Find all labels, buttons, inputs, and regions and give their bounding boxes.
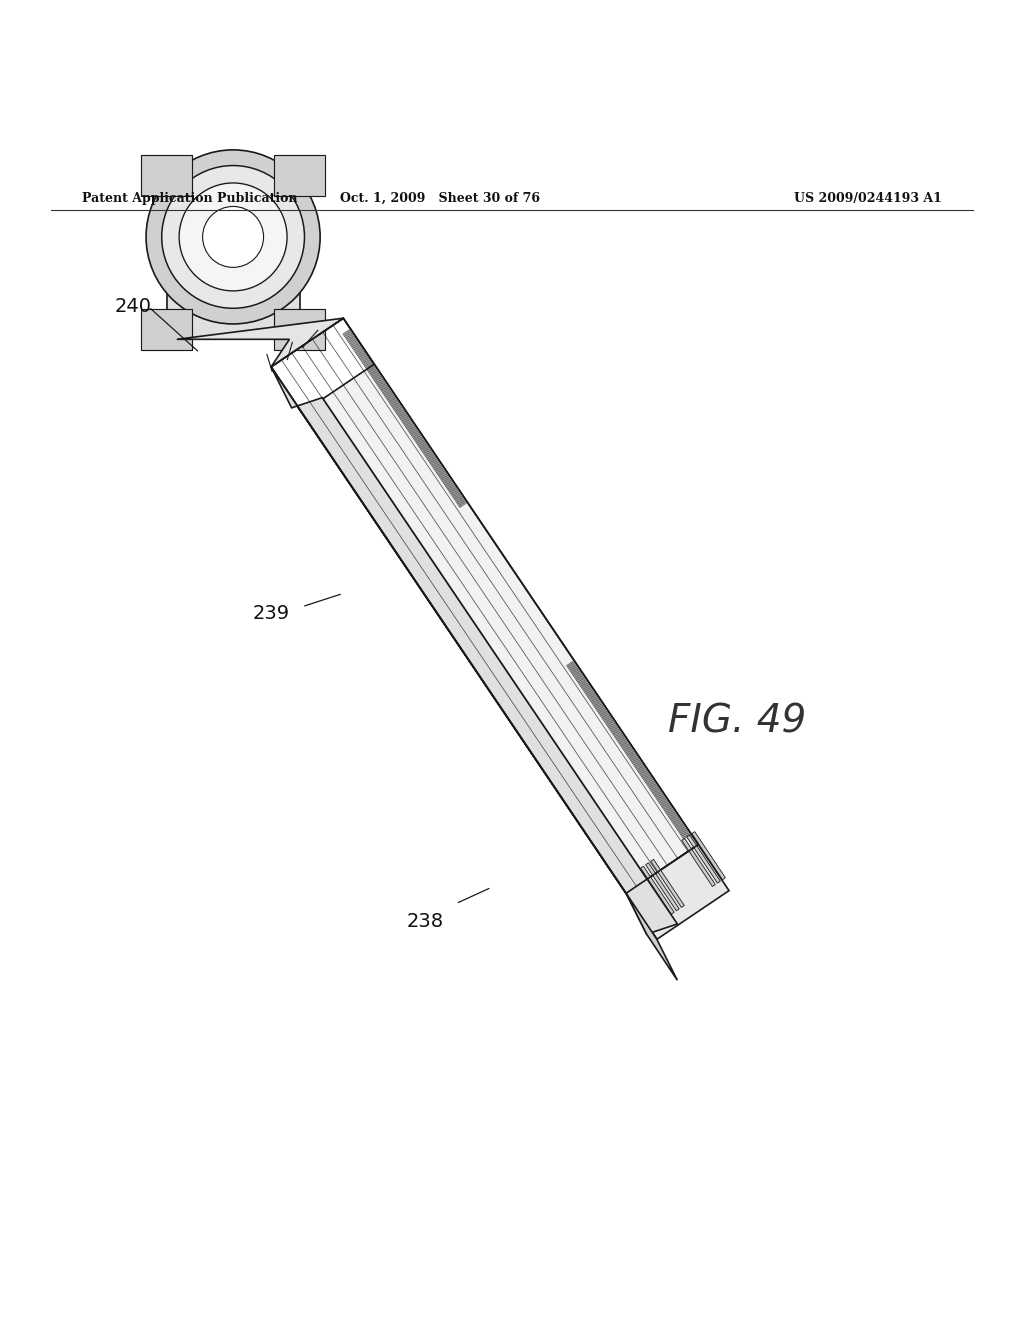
Polygon shape [274,154,326,195]
Polygon shape [687,836,720,883]
Polygon shape [645,863,679,911]
Polygon shape [692,832,725,879]
Circle shape [146,150,321,323]
Text: Patent Application Publication: Patent Application Publication [82,191,297,205]
Polygon shape [141,154,193,195]
Text: 239: 239 [253,605,290,623]
Polygon shape [167,176,300,339]
Polygon shape [271,367,656,940]
Polygon shape [271,318,698,894]
Polygon shape [626,845,729,940]
Polygon shape [682,838,716,887]
Text: 240: 240 [115,297,152,317]
Polygon shape [271,367,677,935]
Text: FIG. 49: FIG. 49 [668,702,807,741]
Polygon shape [626,894,677,981]
Text: 238: 238 [407,912,443,931]
Polygon shape [177,318,343,367]
Text: US 2009/0244193 A1: US 2009/0244193 A1 [795,191,942,205]
Circle shape [179,183,287,290]
Circle shape [203,206,263,268]
Polygon shape [641,866,674,915]
Circle shape [162,165,304,309]
Polygon shape [274,309,326,350]
Text: Oct. 1, 2009   Sheet 30 of 76: Oct. 1, 2009 Sheet 30 of 76 [340,191,541,205]
Polygon shape [141,309,193,350]
Polygon shape [271,318,374,413]
Polygon shape [650,859,684,907]
